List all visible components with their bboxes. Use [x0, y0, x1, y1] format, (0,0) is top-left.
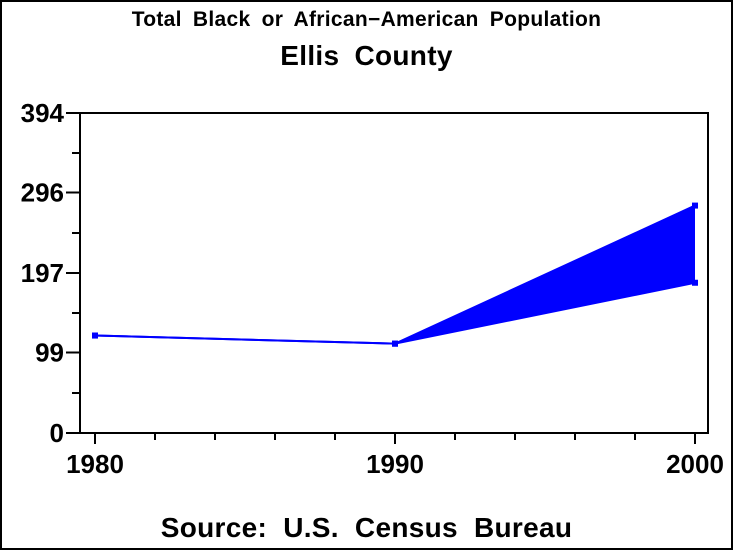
data-point-marker: [392, 340, 398, 347]
y-tick-label: 296: [21, 178, 64, 208]
y-tick-label: 197: [21, 258, 64, 288]
projection-band: [95, 205, 695, 344]
data-point-marker: [692, 202, 698, 209]
x-tick-label: 2000: [666, 449, 724, 479]
x-tick-label: 1980: [66, 449, 124, 479]
y-tick-label: 99: [35, 338, 64, 368]
chart-subtitle: Ellis County: [280, 40, 453, 71]
y-tick-label: 0: [50, 418, 64, 448]
data-point-marker: [92, 332, 98, 339]
data-point-marker: [692, 279, 698, 286]
y-tick-label: 394: [21, 98, 65, 128]
x-tick-label: 1990: [366, 449, 424, 479]
chart-title: Total Black or African−American Populati…: [131, 8, 602, 31]
source-caption: Source: U.S. Census Bureau: [160, 512, 573, 543]
